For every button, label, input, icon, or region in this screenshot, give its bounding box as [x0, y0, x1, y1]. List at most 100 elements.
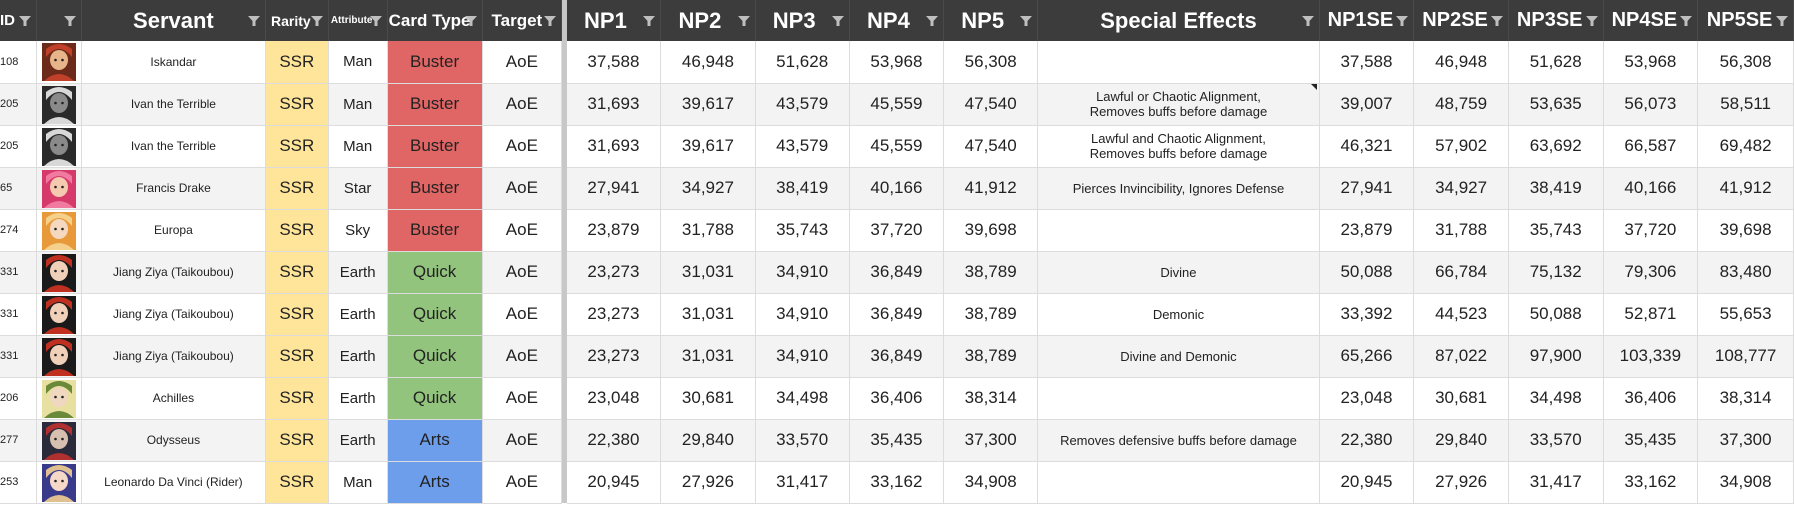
np5se-cell[interactable]: 41,912	[1697, 167, 1794, 210]
filter-icon[interactable]	[19, 15, 32, 26]
np5-cell[interactable]: 41,912	[943, 167, 1039, 210]
filter-icon[interactable]	[1396, 15, 1409, 26]
np2se-cell[interactable]: 48,759	[1413, 83, 1509, 126]
np1-cell[interactable]: 23,273	[566, 251, 662, 294]
attribute-cell[interactable]: Earth	[328, 251, 388, 294]
np5-cell[interactable]: 47,540	[943, 83, 1039, 126]
np5se-cell[interactable]: 69,482	[1697, 125, 1794, 168]
attribute-cell[interactable]: Earth	[328, 293, 388, 336]
card-type-cell[interactable]: Buster	[387, 125, 483, 168]
np3-cell[interactable]: 33,570	[755, 419, 850, 462]
filter-icon[interactable]	[1776, 15, 1788, 26]
np1-cell[interactable]: 27,941	[566, 167, 662, 210]
np3se-cell[interactable]: 97,900	[1508, 335, 1604, 378]
np5-cell[interactable]: 38,789	[943, 251, 1039, 294]
np1-cell[interactable]: 23,879	[566, 209, 662, 252]
np5-cell[interactable]: 38,314	[943, 377, 1039, 420]
card-type-cell[interactable]: Buster	[387, 83, 483, 126]
rarity-cell[interactable]: SSR	[265, 125, 329, 168]
servant-name[interactable]: Ivan the Terrible	[81, 125, 266, 168]
np2se-cell[interactable]: 30,681	[1413, 377, 1509, 420]
target-cell[interactable]: AoE	[482, 419, 563, 462]
row-id[interactable]: 253	[0, 461, 38, 504]
servant-name[interactable]: Europa	[81, 209, 266, 252]
attribute-cell[interactable]: Earth	[328, 335, 388, 378]
np4-cell[interactable]: 36,849	[849, 251, 945, 294]
np4-cell[interactable]: 35,435	[849, 419, 945, 462]
np2se-cell[interactable]: 44,523	[1413, 293, 1509, 336]
servant-portrait-cell[interactable]	[36, 167, 82, 210]
servant-portrait-cell[interactable]	[36, 209, 82, 252]
np4-cell[interactable]: 36,849	[849, 293, 945, 336]
np2se-cell[interactable]: 27,926	[1413, 461, 1509, 504]
np5-cell[interactable]: 34,908	[943, 461, 1039, 504]
rarity-cell[interactable]: SSR	[265, 419, 329, 462]
target-cell[interactable]: AoE	[482, 167, 563, 210]
filter-icon[interactable]	[544, 15, 557, 26]
np1se-cell[interactable]: 46,321	[1319, 125, 1415, 168]
frozen-column-divider[interactable]	[561, 0, 567, 41]
np3se-cell[interactable]: 75,132	[1508, 251, 1604, 294]
special-effects-cell[interactable]: Pierces Invincibility, Ignores Defense	[1037, 167, 1320, 210]
np5se-cell[interactable]: 39,698	[1697, 209, 1794, 252]
np2se-cell[interactable]: 87,022	[1413, 335, 1509, 378]
np4se-cell[interactable]: 53,968	[1603, 41, 1699, 84]
rarity-cell[interactable]: SSR	[265, 209, 329, 252]
np2se-cell[interactable]: 57,902	[1413, 125, 1509, 168]
rarity-cell[interactable]: SSR	[265, 293, 329, 336]
np4-cell[interactable]: 45,559	[849, 125, 945, 168]
special-effects-cell[interactable]: Lawful and Chaotic Alignment, Removes bu…	[1037, 125, 1320, 168]
np2se-cell[interactable]: 31,788	[1413, 209, 1509, 252]
servant-name[interactable]: Jiang Ziya (Taikoubou)	[81, 335, 266, 378]
np2-cell[interactable]: 34,927	[660, 167, 756, 210]
row-id[interactable]: 206	[0, 377, 38, 420]
row-id[interactable]: 205	[0, 125, 38, 168]
filter-icon[interactable]	[1680, 15, 1693, 26]
servant-name[interactable]: Francis Drake	[81, 167, 266, 210]
np4se-cell[interactable]: 33,162	[1603, 461, 1699, 504]
row-id[interactable]: 331	[0, 293, 38, 336]
np4se-cell[interactable]: 37,720	[1603, 209, 1699, 252]
np5se-cell[interactable]: 83,480	[1697, 251, 1794, 294]
np1-cell[interactable]: 23,048	[566, 377, 662, 420]
special-effects-cell[interactable]: Removes defensive buffs before damage	[1037, 419, 1320, 462]
attribute-cell[interactable]: Star	[328, 167, 388, 210]
np5-cell[interactable]: 56,308	[943, 41, 1039, 84]
special-effects-cell[interactable]: Lawful or Chaotic Alignment, Removes buf…	[1037, 83, 1320, 126]
filter-icon[interactable]	[63, 15, 76, 26]
card-type-cell[interactable]: Arts	[387, 419, 483, 462]
np4-cell[interactable]: 45,559	[849, 83, 945, 126]
np3se-cell[interactable]: 38,419	[1508, 167, 1604, 210]
attribute-cell[interactable]: Man	[328, 125, 388, 168]
np4-cell[interactable]: 36,406	[849, 377, 945, 420]
np5se-cell[interactable]: 56,308	[1697, 41, 1794, 84]
np3se-cell[interactable]: 33,570	[1508, 419, 1604, 462]
target-cell[interactable]: AoE	[482, 41, 563, 84]
rarity-cell[interactable]: SSR	[265, 335, 329, 378]
np1-cell[interactable]: 37,588	[566, 41, 662, 84]
np1-cell[interactable]: 22,380	[566, 419, 662, 462]
np3-cell[interactable]: 38,419	[755, 167, 850, 210]
np2-cell[interactable]: 31,788	[660, 209, 756, 252]
target-cell[interactable]: AoE	[482, 209, 563, 252]
card-type-cell[interactable]: Buster	[387, 209, 483, 252]
card-type-cell[interactable]: Buster	[387, 167, 483, 210]
np1-cell[interactable]: 31,693	[566, 125, 662, 168]
np4se-cell[interactable]: 40,166	[1603, 167, 1699, 210]
np1se-cell[interactable]: 22,380	[1319, 419, 1415, 462]
np4se-cell[interactable]: 66,587	[1603, 125, 1699, 168]
filter-icon[interactable]	[926, 15, 939, 26]
card-type-cell[interactable]: Buster	[387, 41, 483, 84]
servant-portrait-cell[interactable]	[36, 251, 82, 294]
rarity-cell[interactable]: SSR	[265, 83, 329, 126]
rarity-cell[interactable]: SSR	[265, 377, 329, 420]
np2-cell[interactable]: 29,840	[660, 419, 756, 462]
np4se-cell[interactable]: 36,406	[1603, 377, 1699, 420]
filter-icon[interactable]	[737, 15, 750, 26]
np5se-cell[interactable]: 55,653	[1697, 293, 1794, 336]
np1se-cell[interactable]: 37,588	[1319, 41, 1415, 84]
filter-icon[interactable]	[1020, 15, 1033, 26]
np2se-cell[interactable]: 46,948	[1413, 41, 1509, 84]
np3se-cell[interactable]: 63,692	[1508, 125, 1604, 168]
servant-portrait-cell[interactable]	[36, 125, 82, 168]
